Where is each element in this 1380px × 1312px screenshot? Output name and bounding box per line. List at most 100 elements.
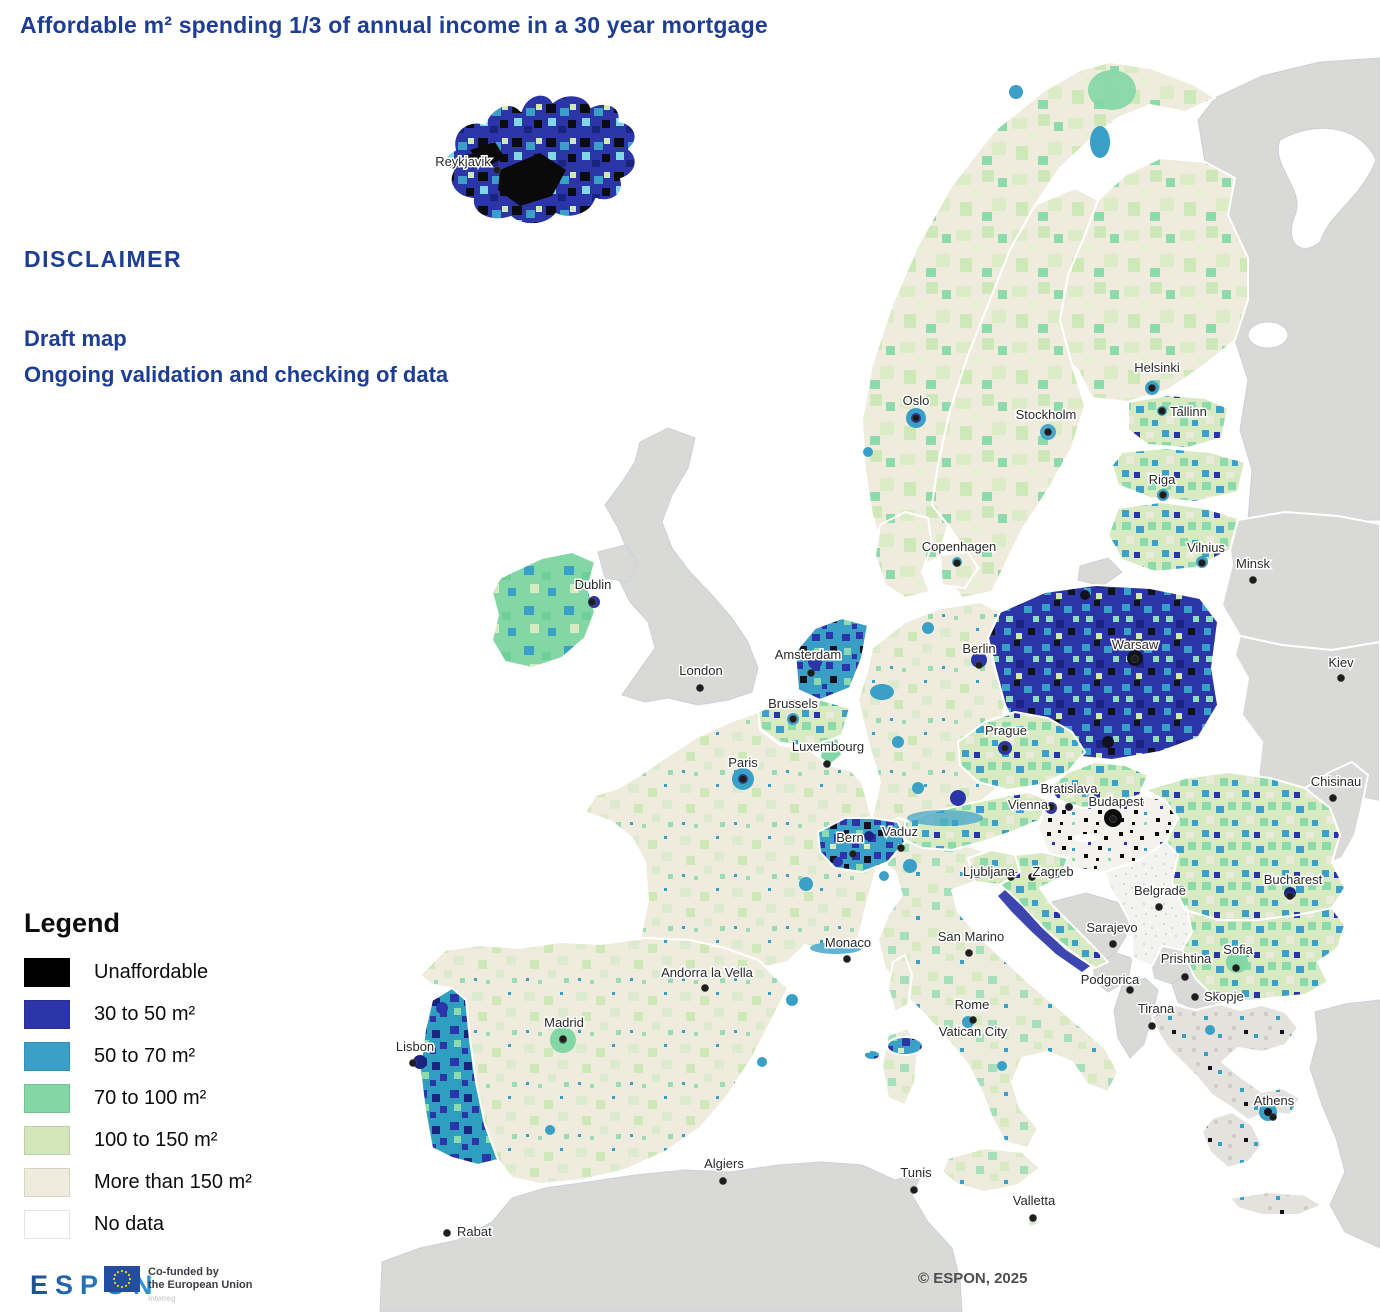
city-label-bucharest: Bucharest [1264, 872, 1323, 887]
legend-label: More than 150 m² [94, 1170, 252, 1193]
city-dot-sarajevo [1109, 940, 1117, 948]
city-dot-copenhagen [953, 559, 961, 567]
legend-row: 50 to 70 m² [24, 1035, 252, 1077]
city-dot-skopje [1191, 993, 1199, 1001]
city-dot-belgrade [1155, 903, 1163, 911]
country-estonia [1127, 394, 1229, 449]
city-label-lisbon: Lisbon [396, 1039, 434, 1054]
city-dot-chisinau [1329, 794, 1337, 802]
city-dot-vaduz [897, 844, 905, 852]
blob-stuttgart [912, 782, 924, 794]
city-label-valletta: Valletta [1013, 1193, 1056, 1208]
eu-badge-line-2: the European Union [148, 1279, 253, 1291]
city-dot-zagreb [1028, 873, 1036, 881]
city-label-podgorica: Podgorica [1081, 972, 1140, 987]
legend-row: More than 150 m² [24, 1161, 252, 1203]
legend-swatch [24, 999, 70, 1029]
city-label-monaco: Monaco [825, 935, 871, 950]
city-dot-tirana [1148, 1022, 1156, 1030]
eu-flag-icon [104, 1266, 140, 1292]
blob-geneva [833, 857, 843, 867]
city-label-bern: Bern [836, 830, 863, 845]
legend-row: No data [24, 1203, 252, 1245]
legend-swatch [24, 957, 70, 987]
country-latvia [1111, 447, 1246, 503]
city-dot-helsinki [1148, 384, 1156, 392]
blob-barcelona [786, 994, 798, 1006]
island-corsica [887, 954, 913, 1013]
city-dot-sofia [1232, 964, 1240, 972]
city-dot-rome [969, 1016, 977, 1024]
city-dot-minsk [1249, 576, 1257, 584]
city-label-san-marino: San Marino [938, 929, 1004, 944]
blob-gdansk [1080, 590, 1090, 600]
city-dot-prishtina [1181, 973, 1189, 981]
country-uk [604, 427, 759, 706]
city-dot-kiev [1337, 674, 1345, 682]
country-turkey [1309, 999, 1380, 1249]
city-label-bratislava: Bratislava [1040, 781, 1098, 796]
blob-amsterdam [808, 655, 822, 669]
disclaimer-line-2: Ongoing validation and checking of data [24, 362, 449, 387]
blob-munich [950, 790, 966, 806]
legend-rows: Unaffordable 30 to 50 m² 50 to 70 m² 70 to … [24, 951, 252, 1245]
blob-naples [997, 1061, 1007, 1071]
city-label-vilnius: Vilnius [1187, 540, 1226, 555]
country-netherlands [794, 617, 869, 701]
blob-zurich [864, 831, 874, 841]
city-dot-podgorica [1126, 986, 1134, 994]
city-dot-bern [849, 850, 857, 858]
city-dot-rabat [443, 1229, 451, 1237]
blob-ruhr [870, 684, 894, 700]
city-label-stockholm: Stockholm [1016, 407, 1077, 422]
blob-lyon [799, 877, 813, 891]
city-dot-amsterdam [807, 669, 815, 677]
blob-porto [436, 1002, 448, 1014]
city-label-brussels: Brussels [768, 696, 818, 711]
city-label-rome: Rome [955, 997, 990, 1012]
footer: ESPON Co-funded by the European Union In… [0, 1258, 1380, 1312]
city-label-vienna: Vienna [1008, 797, 1049, 812]
blob-sevilla [545, 1125, 555, 1135]
country-belgium [757, 697, 851, 749]
legend-swatch [24, 1041, 70, 1071]
blob-valencia [757, 1057, 767, 1067]
city-dot-madrid [559, 1035, 567, 1043]
city-label-berlin: Berlin [962, 641, 995, 656]
city-label-tirana: Tirana [1138, 1001, 1175, 1016]
city-label-sarajevo: Sarajevo [1086, 920, 1137, 935]
island-ibiza [863, 1049, 881, 1061]
city-dot-london [696, 684, 704, 692]
city-label-belgrade: Belgrade [1134, 883, 1186, 898]
city-label-prague: Prague [985, 723, 1027, 738]
blob-milan [903, 859, 917, 873]
city-dot-brussels [789, 715, 797, 723]
disclaimer-heading: DISCLAIMER [24, 246, 183, 272]
city-label-prishtina: Prishtina [1161, 951, 1212, 966]
country-moldova [1303, 760, 1370, 864]
city-label-athens: Athens [1254, 1093, 1295, 1108]
country-portugal [419, 987, 499, 1166]
island-crete [1229, 1191, 1323, 1216]
city-label-copenhagen: Copenhagen [922, 539, 996, 554]
city-label-paris: Paris [728, 755, 758, 770]
city-dot-stockholm [1044, 428, 1052, 436]
disclaimer-line-1: Draft map [24, 326, 127, 351]
city-label-andorra: Andorra la Vella [661, 965, 754, 980]
city-dot-reykjavik [493, 166, 501, 174]
legend-label: 30 to 50 m² [94, 1002, 196, 1025]
legend-swatch [24, 1167, 70, 1197]
island-sicily [941, 1147, 1041, 1193]
city-label-amsterdam: Amsterdam [775, 647, 841, 662]
page-title: Affordable m² spending 1/3 of annual inc… [20, 12, 768, 38]
city-dot-lisbon [409, 1059, 417, 1067]
city-label-tallinn: Tallinn [1170, 404, 1207, 419]
city-dot-valletta [1029, 1214, 1037, 1222]
city-label-oslo: Oslo [903, 393, 930, 408]
country-finland [1059, 157, 1249, 403]
country-northern-ireland [597, 544, 639, 583]
eu-badge-sub: Interreg [148, 1294, 176, 1303]
city-dot-bucharest [1286, 892, 1294, 900]
legend: Legend Unaffordable 30 to 50 m² 50 to 70 m… [24, 908, 252, 1245]
